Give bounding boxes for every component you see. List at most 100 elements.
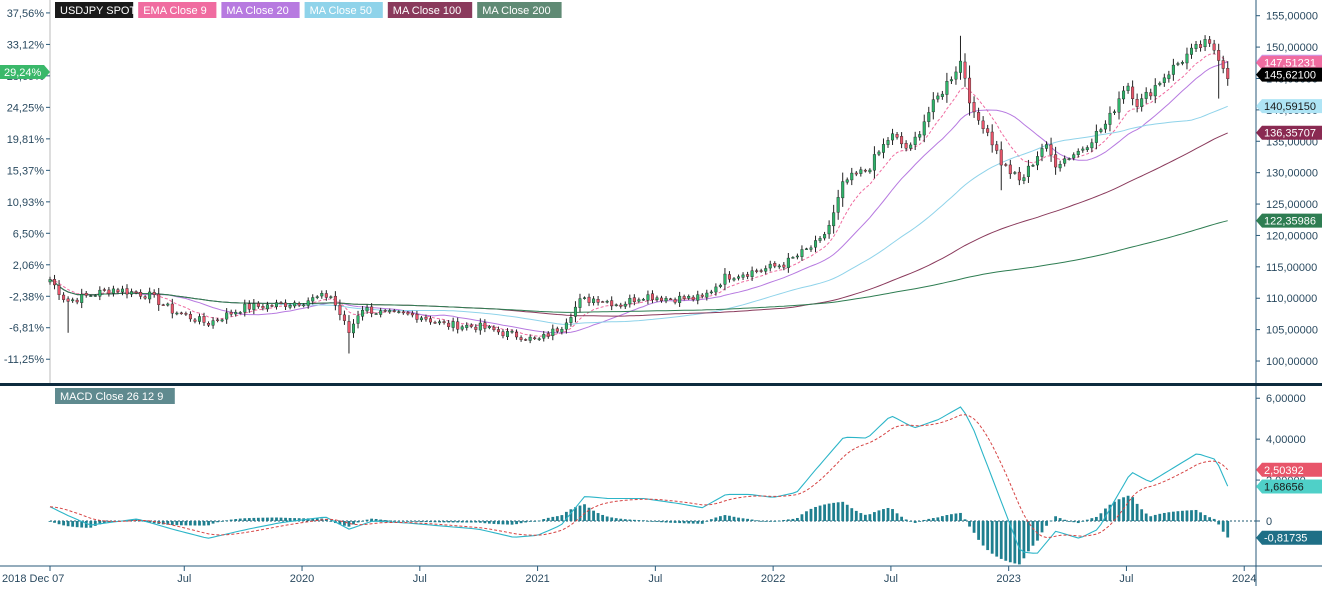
macd-histogram-bar [850,508,854,521]
macd-histogram-bar [66,520,70,527]
macd-histogram-bar [1054,516,1058,521]
candle-body [578,298,582,308]
macd-histogram-bar [519,520,523,524]
price-tick-label: 120,00000 [1266,230,1318,242]
candle-body [1217,50,1221,61]
candle-body [918,134,922,138]
macd-badge-label: 2,50392 [1264,465,1304,477]
candle-body [832,212,836,227]
candle-body [560,329,564,333]
macd-histogram-bar [487,520,491,524]
candle-body [1117,98,1121,113]
macd-histogram-bar [891,509,894,521]
macd-histogram-bar [990,520,994,554]
candle-body [98,289,102,297]
macd-line [49,406,1229,554]
candle-body [968,77,972,104]
candle-body [379,310,383,315]
candle-body [1212,43,1216,51]
macd-histogram-bar [175,520,179,526]
macd-histogram-bar [71,520,75,527]
macd-histogram-bar [528,520,532,522]
macd-histogram-bar [995,520,999,557]
candle-body [782,264,786,268]
macd-histogram-bar [356,520,360,523]
macd-histogram-bar [832,502,836,521]
macd-histogram-bar [542,519,546,521]
macd-histogram-bar [297,518,301,521]
candle-body [1199,44,1203,48]
macd-histogram-bar [863,514,867,521]
macd-histogram-bar [913,520,917,523]
macd-title-label: MACD Close 26 12 9 [60,391,163,403]
macd-histogram-bar [705,520,709,522]
macd-histogram-bar [909,520,913,522]
macd-histogram-bar [619,518,623,521]
candle-body [809,247,813,250]
candle-body [66,298,70,302]
candle-body [270,305,274,307]
candle-body [601,301,605,303]
macd-histogram-bar [786,519,790,521]
price-tick-label: 110,00000 [1266,293,1317,305]
macd-histogram-bar [397,520,401,522]
candle-body [1180,62,1184,64]
macd-histogram-bar [474,520,478,523]
candle-body [197,316,201,322]
macd-histogram-bar [737,517,740,521]
candle-body [759,270,763,272]
macd-histogram-bar [279,517,283,521]
ma-line-ema-close-9 [49,53,1229,337]
candle-body [628,298,632,305]
candle-body [1049,144,1053,156]
candle-body [247,303,251,310]
candle-body [1171,64,1175,75]
macd-histogram-bar [483,520,487,524]
candle-body [107,289,111,294]
macd-histogram-bar [546,517,550,521]
macd-histogram-bar [981,520,985,546]
candle-body [419,317,423,321]
candle-body [474,326,478,330]
candle-body [415,313,419,320]
candle-body [166,303,170,306]
macd-histogram-bar [89,520,93,528]
candle-body [157,293,161,305]
candle-body [243,303,247,313]
macd-histogram-bar [352,520,355,525]
macd-histogram-bar [560,515,564,521]
macd-histogram-bar [741,518,745,521]
macd-histogram-bar [1203,515,1207,521]
candle-body [274,302,278,307]
macd-histogram-bar [420,520,423,522]
candle-body [732,278,736,281]
candle-body [351,323,355,334]
candle-body [53,279,57,286]
candle-body [596,298,600,303]
macd-histogram-bar [945,515,949,521]
macd-histogram-bar [1013,520,1017,564]
macd-histogram-bar [796,517,799,521]
percent-tick-label: -2,38% [9,291,44,303]
macd-histogram-bar [537,520,541,522]
macd-histogram-bar [886,507,890,521]
candle-body [111,288,115,294]
legend-chip [477,2,562,18]
candle-body [487,326,491,329]
moving-averages-layer [49,53,1229,337]
candle-body [528,336,532,341]
x-tick-label: 2020 [290,573,314,585]
macd-histogram-bar [1158,513,1162,521]
candle-body [945,80,949,95]
candle-body [170,303,174,314]
candle-body [365,307,369,312]
x-tick-label: 2018 Dec 07 [2,573,64,585]
price-tick-label: 130,00000 [1266,168,1318,180]
candle-body [161,304,165,306]
candle-body [868,169,872,173]
candle-body [515,332,519,338]
candle-body [297,303,301,306]
price-badge-label: 136,35707 [1264,128,1316,140]
macd-histogram-bar [1090,518,1094,521]
